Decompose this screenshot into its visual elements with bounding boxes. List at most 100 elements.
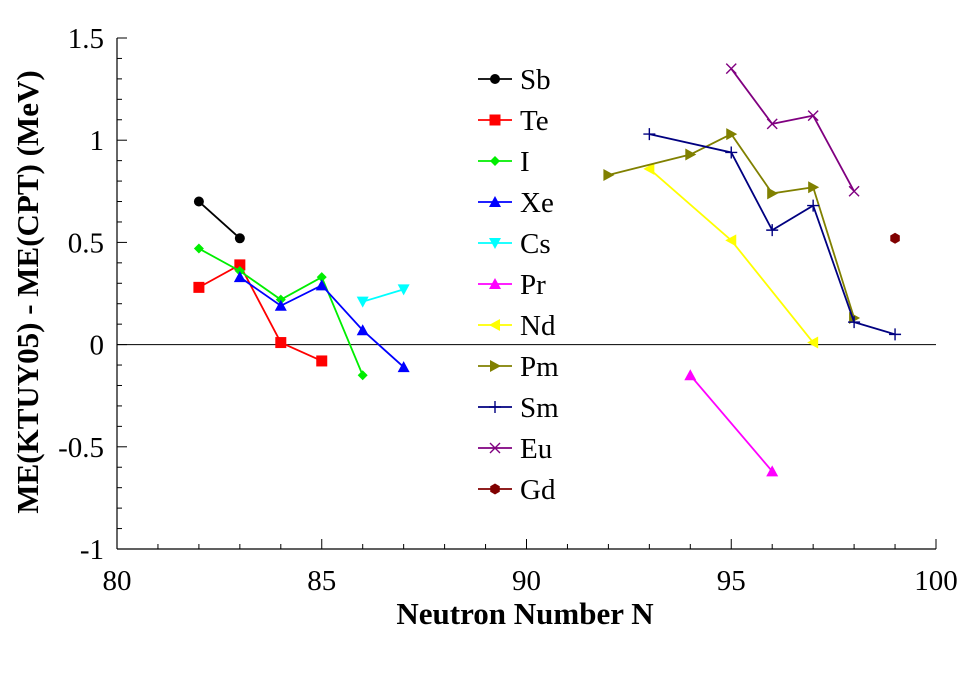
data-point-xe (397, 361, 410, 373)
legend-label-nd: Nd (520, 310, 556, 342)
legend-label-pr: Pr (520, 269, 546, 301)
x-tick-label: 95 (717, 565, 746, 597)
legend-item-sm: Sm (478, 392, 559, 424)
data-point-sm (725, 146, 738, 159)
legend-item-pm: Pm (478, 351, 559, 383)
data-point-eu (766, 118, 778, 130)
y-tick-label: -0.5 (58, 432, 104, 464)
data-point-pm (685, 148, 697, 161)
series-eu (725, 63, 860, 197)
series-sb (193, 196, 245, 244)
series-line-i (198, 247, 364, 376)
y-tick-label: -1 (80, 534, 104, 566)
data-point-cs (397, 284, 410, 296)
data-point-xe (233, 271, 246, 283)
legend-item-pr: Pr (478, 269, 546, 301)
data-point-i (357, 370, 368, 381)
legend-marker-nd (489, 319, 500, 331)
legend-marker-eu (489, 442, 501, 454)
x-tick-label: 100 (914, 565, 958, 597)
data-point-te (275, 337, 287, 349)
legend-item-te: Te (478, 105, 549, 137)
x-tick-label: 90 (512, 565, 541, 597)
x-axis-title: Neutron Number N (396, 596, 653, 631)
legend-label-i: I (520, 146, 530, 178)
series-line-cs (362, 288, 404, 303)
data-point-cs (356, 296, 369, 308)
x-tick-label: 80 (103, 565, 132, 597)
data-point-pm (767, 187, 779, 200)
data-point-pr (684, 369, 697, 381)
legend-marker-cs (489, 238, 501, 249)
legend-label-gd: Gd (520, 474, 556, 506)
data-point-te (234, 259, 246, 271)
data-point-sm (848, 316, 861, 329)
legend-marker-pr (489, 278, 501, 289)
legend-label-xe: Xe (520, 187, 554, 219)
series-xe (233, 271, 410, 373)
series-line-sb (198, 200, 241, 239)
x-tick-label: 85 (307, 565, 336, 597)
plot-area (193, 63, 902, 477)
data-point-i (234, 266, 245, 277)
data-point-te (193, 281, 205, 293)
data-point-pm (726, 128, 738, 141)
data-point-te (316, 355, 328, 367)
data-point-i (275, 294, 286, 305)
series-pr (684, 369, 779, 477)
y-tick-label: 0 (90, 330, 105, 362)
data-point-xe (356, 324, 369, 336)
data-point-i (193, 243, 204, 254)
series-cs (356, 284, 410, 308)
legend-item-sb: Sb (478, 64, 551, 96)
y-tick-label: 1 (90, 125, 105, 157)
legend-label-pm: Pm (520, 351, 559, 383)
legend-item-eu: Eu (478, 433, 552, 465)
y-tick-label: 1.5 (68, 23, 104, 55)
data-point-eu (725, 63, 737, 75)
data-point-pm (808, 181, 820, 194)
legend-item-gd: Gd (478, 474, 556, 506)
legend-label-sm: Sm (520, 392, 559, 424)
legend-label-sb: Sb (520, 64, 551, 96)
legend-marker-sb (490, 74, 500, 84)
data-point-pr (766, 465, 779, 477)
legend-item-cs: Cs (478, 228, 551, 260)
series-line-pr (689, 374, 773, 472)
data-point-sb (234, 233, 245, 244)
legend-marker-i (490, 156, 500, 166)
data-point-nd (725, 234, 737, 247)
series-line-eu (730, 68, 855, 192)
series-line-pm (608, 132, 855, 319)
series-line-nd (648, 168, 814, 344)
legend-item-nd: Nd (478, 310, 556, 342)
legend-marker-gd (490, 483, 500, 495)
series-nd (643, 162, 819, 349)
legend-marker-sm (489, 401, 501, 413)
data-point-i (316, 272, 327, 283)
y-tick-label: 0.5 (68, 227, 104, 259)
data-point-sm (643, 128, 656, 141)
y-axis-title: ME(KTUY05) - ME(CPT) (MeV) (10, 70, 45, 513)
data-point-eu (848, 185, 860, 197)
axes: 80 85 90 95 100 -1 -0.5 0 0.5 1 1.5 (58, 23, 958, 597)
data-point-nd (643, 162, 655, 175)
data-point-xe (315, 279, 328, 291)
legend-marker-xe (489, 196, 501, 207)
legend-label-te: Te (520, 105, 549, 137)
data-point-xe (274, 299, 287, 311)
legend-item-i: I (478, 146, 530, 178)
series-line-sm (649, 133, 896, 336)
legend-label-eu: Eu (520, 433, 552, 465)
legend-marker-pm (490, 360, 501, 372)
data-point-gd (890, 232, 900, 244)
data-point-sm (766, 224, 779, 237)
legend-marker-te (489, 114, 501, 126)
data-point-sm (889, 328, 902, 341)
data-point-sb (193, 196, 204, 207)
series-i (193, 243, 368, 381)
series-sm (643, 128, 902, 341)
series-line-te (198, 263, 323, 362)
series-gd (890, 232, 900, 244)
legend-item-xe: Xe (478, 187, 554, 219)
